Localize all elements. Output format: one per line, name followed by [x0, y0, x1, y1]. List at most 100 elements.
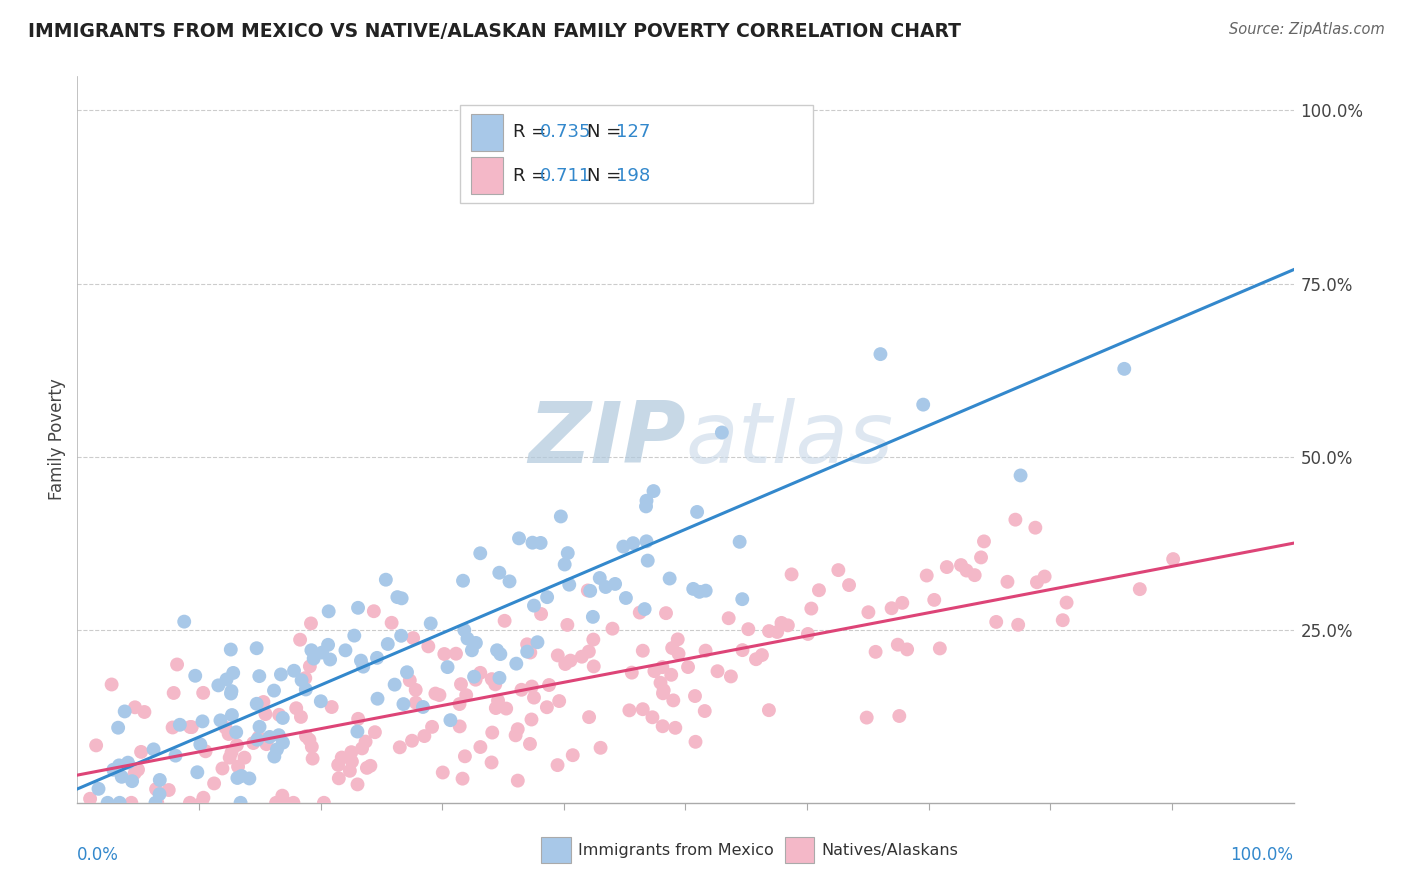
Point	[264, 796, 287, 810]
Point	[271, 736, 294, 750]
Point	[758, 703, 780, 717]
Point	[643, 664, 665, 678]
Point	[869, 347, 891, 361]
Point	[550, 509, 572, 524]
Point	[356, 761, 378, 775]
Point	[318, 604, 340, 618]
Point	[149, 772, 172, 787]
Point	[641, 710, 664, 724]
Point	[880, 601, 903, 615]
Point	[252, 695, 274, 709]
Point	[928, 641, 950, 656]
Point	[129, 745, 152, 759]
Text: 127: 127	[616, 123, 650, 141]
Point	[328, 772, 350, 786]
Point	[558, 577, 581, 591]
Point	[134, 705, 156, 719]
Point	[706, 664, 728, 678]
Point	[454, 749, 477, 764]
Point	[233, 750, 256, 764]
Point	[621, 536, 644, 550]
Point	[505, 728, 527, 742]
Text: N =: N =	[588, 123, 627, 141]
Point	[249, 720, 271, 734]
Point	[186, 765, 208, 780]
Point	[214, 721, 236, 735]
Point	[655, 606, 678, 620]
Point	[508, 532, 530, 546]
Point	[418, 640, 440, 654]
Point	[100, 677, 122, 691]
Point	[526, 635, 548, 649]
Point	[219, 642, 242, 657]
Point	[346, 724, 368, 739]
Point	[419, 616, 441, 631]
Point	[536, 590, 558, 604]
Point	[111, 770, 134, 784]
Point	[256, 737, 278, 751]
Point	[728, 534, 751, 549]
Point	[330, 750, 353, 764]
Point	[456, 632, 478, 646]
Point	[246, 732, 269, 747]
Point	[388, 740, 411, 755]
Point	[628, 606, 651, 620]
Point	[107, 721, 129, 735]
Point	[523, 690, 546, 705]
Point	[298, 732, 321, 747]
Point	[299, 643, 322, 657]
Point	[797, 627, 820, 641]
Point	[520, 680, 543, 694]
Point	[302, 651, 325, 665]
Point	[666, 632, 689, 647]
Point	[935, 560, 957, 574]
Point	[470, 739, 492, 754]
Point	[127, 763, 149, 777]
Point	[169, 718, 191, 732]
Point	[676, 660, 699, 674]
Point	[485, 701, 508, 715]
Point	[87, 781, 110, 796]
Point	[114, 705, 136, 719]
Point	[294, 682, 316, 697]
Point	[165, 748, 187, 763]
Point	[889, 709, 911, 723]
Point	[1114, 362, 1136, 376]
Point	[266, 742, 288, 756]
Point	[530, 607, 553, 621]
Point	[547, 648, 569, 663]
Point	[146, 796, 169, 810]
Point	[912, 398, 935, 412]
Point	[557, 618, 579, 632]
Point	[405, 682, 427, 697]
Point	[661, 640, 683, 655]
Point	[402, 631, 425, 645]
Point	[291, 673, 314, 688]
Point	[614, 591, 637, 605]
Point	[986, 615, 1008, 629]
Point	[561, 748, 583, 763]
Point	[221, 684, 243, 698]
Point	[637, 553, 659, 567]
Point	[364, 725, 387, 739]
Point	[955, 564, 977, 578]
Point	[221, 746, 243, 760]
Point	[506, 723, 529, 737]
Point	[582, 610, 605, 624]
Point	[117, 756, 139, 770]
Point	[352, 741, 374, 756]
Point	[387, 590, 409, 604]
Point	[346, 777, 368, 791]
Point	[309, 694, 332, 708]
Point	[519, 646, 541, 660]
Point	[717, 611, 740, 625]
Point	[855, 710, 877, 724]
Point	[209, 714, 232, 728]
Point	[582, 659, 605, 673]
Point	[481, 672, 503, 686]
Point	[538, 678, 561, 692]
Point	[516, 645, 538, 659]
Point	[451, 574, 474, 588]
Point	[464, 673, 486, 687]
Point	[163, 686, 186, 700]
